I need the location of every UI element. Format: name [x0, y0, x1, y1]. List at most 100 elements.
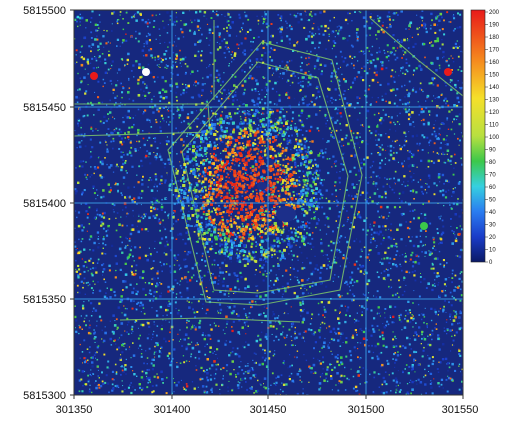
speckle — [328, 33, 330, 35]
speckle — [451, 69, 453, 71]
speckle — [98, 315, 102, 318]
speckle — [75, 54, 77, 56]
speckle — [186, 133, 189, 135]
speckle — [425, 392, 427, 395]
speckle — [87, 285, 89, 287]
speckle — [208, 31, 211, 34]
speckle — [95, 59, 98, 62]
speckle — [180, 138, 183, 141]
speckle — [83, 189, 86, 192]
speckle — [343, 205, 345, 207]
speckle — [371, 356, 374, 360]
speckle — [90, 166, 92, 168]
speckle — [346, 240, 349, 244]
speckle — [388, 374, 390, 376]
speckle — [208, 185, 210, 187]
speckle — [436, 228, 439, 230]
speckle — [398, 286, 401, 289]
speckle — [108, 367, 110, 370]
speckle — [430, 372, 433, 375]
speckle — [333, 258, 336, 261]
speckle — [169, 229, 172, 232]
speckle — [100, 224, 103, 227]
speckle — [161, 203, 163, 205]
speckle — [125, 348, 127, 351]
speckle — [270, 59, 274, 62]
speckle — [77, 118, 80, 120]
speckle — [324, 115, 326, 117]
speckle — [91, 57, 94, 60]
speckle — [294, 326, 296, 329]
speckle — [296, 358, 298, 360]
speckle — [179, 269, 181, 271]
speckle — [133, 186, 135, 188]
speckle — [222, 375, 224, 377]
speckle — [241, 195, 244, 197]
speckle — [399, 313, 402, 317]
speckle — [376, 245, 378, 247]
speckle — [220, 91, 222, 93]
speckle — [445, 138, 447, 141]
speckle — [151, 391, 154, 394]
speckle — [151, 14, 154, 17]
speckle — [421, 16, 424, 19]
speckle — [359, 342, 362, 344]
speckle — [286, 334, 288, 337]
speckle — [306, 19, 308, 21]
speckle — [126, 257, 129, 260]
speckle — [335, 220, 337, 222]
speckle — [367, 88, 370, 91]
speckle — [96, 189, 98, 191]
speckle — [123, 154, 125, 156]
speckle — [377, 81, 379, 84]
speckle — [191, 151, 194, 154]
speckle — [268, 335, 271, 337]
speckle — [96, 213, 99, 216]
speckle — [84, 317, 86, 319]
speckle — [152, 358, 155, 361]
speckle — [456, 203, 459, 206]
speckle — [228, 273, 231, 276]
speckle — [362, 367, 365, 369]
speckle — [387, 323, 390, 326]
speckle — [317, 358, 319, 361]
speckle — [263, 177, 266, 180]
speckle — [262, 155, 264, 158]
speckle — [455, 104, 459, 108]
speckle — [81, 238, 84, 240]
speckle — [451, 329, 453, 331]
speckle — [252, 100, 256, 104]
speckle — [368, 85, 371, 87]
speckle — [75, 319, 78, 322]
speckle — [173, 41, 175, 43]
speckle — [263, 113, 265, 115]
speckle — [96, 341, 98, 343]
speckle — [451, 195, 453, 197]
speckle — [158, 182, 162, 185]
speckle — [217, 264, 219, 266]
speckle — [344, 265, 347, 268]
speckle — [461, 81, 463, 84]
speckle — [459, 248, 462, 251]
speckle — [87, 213, 89, 215]
speckle — [346, 283, 349, 286]
speckle — [431, 19, 433, 22]
speckle — [295, 336, 298, 339]
speckle — [224, 206, 227, 209]
speckle — [351, 207, 353, 209]
speckle — [259, 129, 263, 132]
speckle — [125, 39, 128, 42]
speckle — [380, 311, 382, 313]
speckle — [91, 356, 94, 359]
speckle — [107, 134, 111, 137]
speckle — [422, 123, 426, 126]
speckle — [367, 198, 369, 200]
speckle — [407, 202, 411, 206]
speckle — [88, 300, 90, 302]
speckle — [314, 216, 316, 218]
speckle — [373, 113, 376, 116]
speckle — [130, 16, 133, 19]
speckle — [177, 218, 179, 221]
speckle — [111, 389, 114, 392]
speckle — [367, 25, 369, 27]
